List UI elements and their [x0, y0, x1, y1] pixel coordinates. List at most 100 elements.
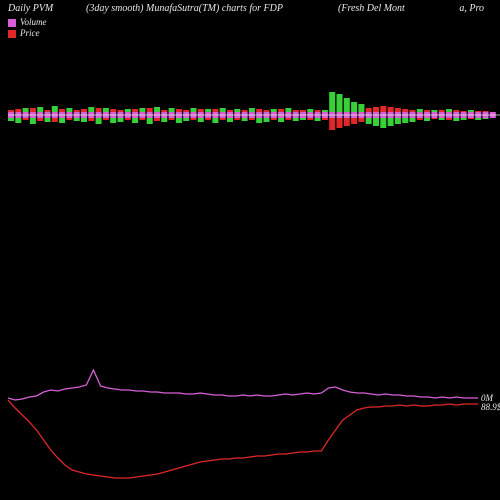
- bar-up: [161, 118, 167, 122]
- bar-up: [351, 102, 357, 112]
- bar-down: [285, 118, 291, 120]
- bar-up: [424, 118, 430, 121]
- bar-up: [176, 118, 182, 123]
- bar-up: [337, 94, 343, 112]
- bar-up: [212, 118, 218, 123]
- bar-down: [125, 118, 131, 120]
- bar-down: [344, 118, 350, 126]
- bar-up: [417, 109, 423, 112]
- bar-down: [337, 118, 343, 128]
- bar-down: [227, 110, 233, 112]
- bar-down: [417, 118, 423, 120]
- bar-up: [264, 118, 270, 122]
- bar-down: [424, 110, 430, 112]
- bar-down: [8, 110, 14, 112]
- bar-up: [446, 109, 452, 112]
- bar-down: [264, 110, 270, 112]
- bar-down: [169, 118, 175, 120]
- bar-up: [461, 118, 467, 120]
- bar-down: [198, 109, 204, 112]
- bar-down: [110, 109, 116, 112]
- bar-down: [139, 118, 145, 120]
- bar-up: [81, 118, 87, 122]
- bar-down: [256, 109, 262, 112]
- bar-up: [234, 109, 240, 112]
- bar-up: [322, 110, 328, 112]
- bar-up: [483, 118, 489, 119]
- bar-down: [278, 109, 284, 112]
- bar-down: [45, 110, 51, 112]
- bar-down: [439, 110, 445, 112]
- chart-header: Daily PVM (3day smooth) MunafaSutra(TM) …: [0, 3, 500, 33]
- chart-root: 0M 88.9$ Daily PVM (3day smooth) MunafaS…: [0, 0, 500, 500]
- bar-up: [118, 118, 124, 122]
- bar-down: [23, 118, 29, 120]
- bar-up: [139, 108, 145, 112]
- bar-down: [74, 110, 80, 112]
- legend-price-label: Price: [20, 28, 40, 39]
- bar-down: [271, 118, 277, 120]
- chart-svg: 0M 88.9$: [0, 0, 500, 500]
- bar-down: [431, 118, 437, 119]
- bar-up: [37, 107, 43, 112]
- bar-up: [358, 104, 364, 112]
- bar-down: [366, 108, 372, 112]
- bar-up: [59, 118, 65, 123]
- bar-down: [395, 108, 401, 112]
- bar-up: [242, 118, 248, 121]
- bar-up: [220, 108, 226, 112]
- bar-down: [205, 118, 211, 120]
- bar-down: [183, 110, 189, 112]
- bar-up: [410, 118, 416, 122]
- bar-up: [380, 118, 386, 128]
- bar-up: [15, 118, 21, 123]
- bar-down: [234, 118, 240, 120]
- bar-down: [410, 110, 416, 112]
- bar-up: [110, 118, 116, 123]
- bar-down: [191, 118, 197, 120]
- bar-down: [88, 118, 94, 121]
- bar-down: [380, 106, 386, 112]
- bar-down: [161, 110, 167, 112]
- bar-up: [468, 110, 474, 112]
- bar-down: [96, 108, 102, 112]
- volume-swatch: [8, 19, 16, 27]
- bar-up: [88, 107, 94, 112]
- bar-up: [96, 118, 102, 124]
- bar-down: [30, 108, 36, 112]
- header-right1: (Fresh Del Mont: [338, 3, 405, 14]
- bar-down: [103, 118, 109, 120]
- chart-background: [0, 0, 500, 500]
- bar-up: [344, 98, 350, 112]
- bar-up: [198, 118, 204, 122]
- header-left: Daily PVM: [8, 3, 53, 14]
- bar-up: [74, 118, 80, 121]
- bar-down: [220, 118, 226, 120]
- bar-up: [256, 118, 262, 123]
- bar-up: [66, 108, 72, 112]
- bar-up: [205, 109, 211, 112]
- bar-down: [358, 118, 364, 122]
- bar-down: [329, 118, 335, 130]
- bar-up: [307, 109, 313, 112]
- bar-down: [66, 118, 72, 120]
- bar-up: [439, 118, 445, 120]
- bar-up: [169, 108, 175, 112]
- bar-down: [81, 109, 87, 112]
- bar-up: [366, 118, 372, 124]
- bar-down: [351, 118, 357, 124]
- bar-down: [461, 111, 467, 112]
- bar-up: [329, 92, 335, 112]
- bar-up: [402, 118, 408, 123]
- bar-up: [278, 118, 284, 122]
- bar-down: [15, 109, 21, 112]
- bar-up: [431, 110, 437, 112]
- bar-down: [293, 110, 299, 112]
- price-swatch: [8, 30, 16, 38]
- bar-up: [183, 118, 189, 121]
- bar-down: [307, 118, 313, 120]
- bar-up: [191, 108, 197, 112]
- bar-up: [147, 118, 153, 124]
- bar-down: [212, 109, 218, 112]
- bar-up: [227, 118, 233, 122]
